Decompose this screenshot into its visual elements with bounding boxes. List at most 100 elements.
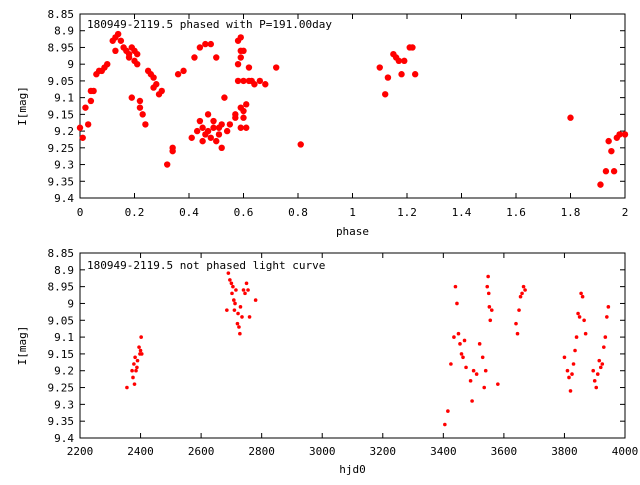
data-point: [207, 40, 214, 48]
data-point: [579, 291, 583, 296]
data-point: [104, 60, 111, 68]
data-point: [237, 34, 244, 41]
data-point: [112, 47, 119, 54]
data-point: [130, 368, 134, 373]
data-point: [244, 281, 249, 286]
data-point: [138, 348, 143, 353]
data-point: [134, 368, 138, 373]
x-axis-label: hjd0: [339, 463, 366, 476]
data-point: [401, 57, 408, 65]
x-tick-label: 2: [622, 206, 629, 219]
data-point: [488, 318, 493, 323]
data-point: [218, 144, 225, 152]
data-point: [602, 345, 606, 349]
data-point: [132, 382, 137, 386]
data-point: [125, 54, 133, 61]
phased-light-curve-plot: 0 0.2 0.4 0.6 0.8 1 1.2 1.4 1.6 1.8 2 8.85 8.9 8.95 9 9…: [16, 8, 628, 238]
data-point: [453, 284, 458, 289]
data-point: [462, 338, 467, 343]
data-point: [223, 127, 231, 135]
chart-title: 180949-2119.5 not phased light curve: [87, 259, 325, 272]
y-tick-label: 9.3: [54, 398, 74, 411]
data-point: [202, 40, 209, 48]
data-point: [384, 74, 392, 81]
data-point: [240, 114, 247, 121]
x-tick-label: 3600: [491, 445, 518, 458]
y-tick-label: 9.05: [48, 314, 75, 327]
data-point: [461, 355, 465, 360]
data-point: [139, 352, 144, 356]
data-point: [191, 54, 198, 61]
data-point: [446, 409, 450, 413]
data-point: [486, 274, 490, 279]
data-point: [595, 372, 600, 376]
y-tick-label: 9.2: [54, 365, 74, 378]
data-point: [567, 114, 574, 121]
data-point: [591, 368, 596, 373]
data-point: [240, 107, 247, 115]
data-point: [213, 137, 220, 145]
data-point: [204, 127, 212, 135]
data-point: [215, 131, 223, 138]
data-point: [213, 54, 220, 61]
data-series: [76, 30, 629, 188]
x-tick-label: 0.4: [179, 206, 199, 219]
data-point: [487, 305, 492, 309]
data-point: [238, 305, 243, 309]
data-point: [570, 372, 574, 376]
data-point: [87, 97, 95, 105]
data-point: [243, 124, 250, 131]
y-tick-label: 9.2: [54, 125, 74, 138]
data-point: [582, 318, 586, 323]
data-point: [134, 60, 141, 68]
data-point: [180, 67, 187, 75]
x-tick-label: 0: [77, 206, 84, 219]
y-tick-label: 9.1: [54, 331, 74, 344]
data-point: [262, 81, 269, 88]
y-tick-label: 9.4: [54, 192, 74, 205]
data-point: [193, 127, 201, 135]
data-point: [471, 368, 476, 373]
data-point: [474, 372, 479, 376]
data-point: [132, 362, 136, 366]
data-point: [150, 74, 157, 81]
x-axis-label: phase: [336, 225, 369, 238]
data-point: [90, 87, 97, 95]
data-point: [226, 271, 231, 275]
data-point: [207, 134, 214, 141]
data-point: [567, 375, 571, 380]
data-point: [583, 331, 588, 336]
data-point: [562, 355, 567, 360]
data-point: [515, 331, 520, 336]
data-point: [235, 321, 240, 326]
data-point: [251, 81, 258, 88]
data-point: [125, 385, 129, 390]
y-tick-label: 9.15: [48, 108, 75, 121]
x-tick-label: 1.4: [452, 206, 472, 219]
data-point: [232, 308, 237, 312]
data-point: [496, 382, 500, 386]
data-point: [458, 342, 462, 346]
data-point: [230, 291, 234, 296]
data-point: [411, 71, 419, 78]
data-point: [605, 315, 609, 319]
data-point: [568, 389, 573, 393]
x-tick-label: 3400: [430, 445, 457, 458]
y-tick-label: 8.85: [48, 247, 75, 260]
data-point: [464, 365, 468, 370]
data-point: [482, 385, 487, 390]
data-point: [455, 301, 459, 306]
data-point: [273, 64, 280, 71]
y-tick-label: 9: [67, 58, 74, 71]
data-point: [452, 335, 456, 339]
data-point: [196, 117, 204, 125]
data-point: [164, 161, 171, 168]
data-point: [238, 331, 242, 336]
x-tick-label: 0.6: [234, 206, 254, 219]
data-point: [520, 291, 524, 296]
data-point: [521, 284, 526, 289]
data-point: [594, 385, 599, 390]
data-point: [174, 71, 182, 78]
data-point: [228, 278, 232, 282]
